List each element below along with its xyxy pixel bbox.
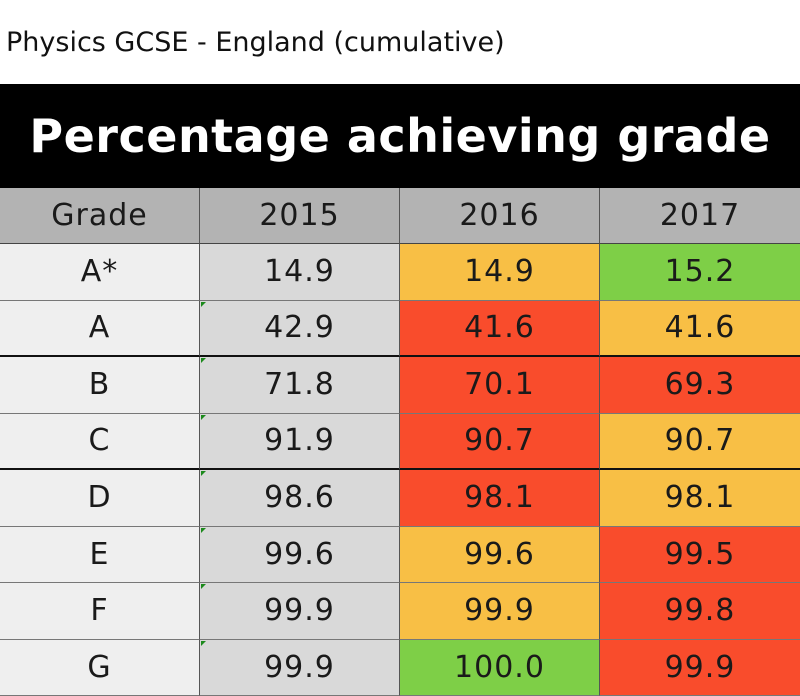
grade-label-cell: D xyxy=(0,470,200,527)
value-cell-2015: 71.8 xyxy=(200,357,400,414)
value-cell-2017: 90.7 xyxy=(600,413,800,470)
column-header-grade: Grade xyxy=(0,188,200,244)
value-cell-2015: 91.9 xyxy=(200,413,400,470)
chart-caption: Physics GCSE - England (cumulative) xyxy=(6,27,505,58)
value-cell-2017: 98.1 xyxy=(600,470,800,527)
column-header-2017: 2017 xyxy=(600,188,800,244)
grade-label-cell: A xyxy=(0,300,200,357)
value-cell-2015: 42.9 xyxy=(200,300,400,357)
value-cell-2016: 41.6 xyxy=(400,300,600,357)
grade-label-cell: E xyxy=(0,526,200,583)
value-cell-2017: 99.9 xyxy=(600,639,800,696)
table-title-banner: Percentage achieving grade xyxy=(0,84,800,188)
value-cell-2015: 99.9 xyxy=(200,639,400,696)
value-cell-2016: 99.6 xyxy=(400,526,600,583)
value-cell-2016: 98.1 xyxy=(400,470,600,527)
table-title: Percentage achieving grade xyxy=(29,109,771,163)
value-cell-2017: 41.6 xyxy=(600,300,800,357)
value-cell-2017: 99.8 xyxy=(600,583,800,640)
value-cell-2015: 98.6 xyxy=(200,470,400,527)
value-cell-2016: 90.7 xyxy=(400,413,600,470)
value-cell-2016: 14.9 xyxy=(400,244,600,301)
value-cell-2015: 14.9 xyxy=(200,244,400,301)
value-cell-2017: 15.2 xyxy=(600,244,800,301)
grade-table: Grade 2015 2016 2017 A* 14.9 14.9 15.2 A 42.9… xyxy=(0,188,800,696)
value-cell-2017: 99.5 xyxy=(600,526,800,583)
value-cell-2015: 99.6 xyxy=(200,526,400,583)
value-cell-2016: 99.9 xyxy=(400,583,600,640)
grade-label-cell: G xyxy=(0,639,200,696)
value-cell-2015: 99.9 xyxy=(200,583,400,640)
grade-label-cell: F xyxy=(0,583,200,640)
grade-label-cell: A* xyxy=(0,244,200,301)
value-cell-2016: 70.1 xyxy=(400,357,600,414)
grade-label-cell: C xyxy=(0,413,200,470)
column-header-2015: 2015 xyxy=(200,188,400,244)
value-cell-2017: 69.3 xyxy=(600,357,800,414)
column-header-2016: 2016 xyxy=(400,188,600,244)
value-cell-2016: 100.0 xyxy=(400,639,600,696)
grade-label-cell: B xyxy=(0,357,200,414)
